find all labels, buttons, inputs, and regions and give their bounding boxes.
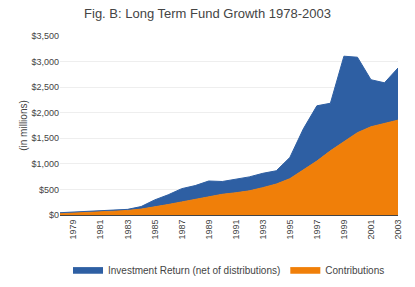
svg-text:1997: 1997 — [312, 220, 322, 240]
svg-text:1989: 1989 — [204, 220, 214, 240]
svg-text:1981: 1981 — [95, 220, 105, 240]
svg-text:1995: 1995 — [285, 220, 295, 240]
svg-text:$0: $0 — [49, 210, 59, 220]
svg-text:1993: 1993 — [258, 220, 268, 240]
svg-text:Fig. B: Long Term Fund Growth: Fig. B: Long Term Fund Growth 1978-2003 — [84, 6, 331, 21]
svg-text:Contributions: Contributions — [325, 265, 384, 276]
svg-text:1983: 1983 — [123, 220, 133, 240]
svg-text:$1,500: $1,500 — [31, 133, 59, 143]
svg-text:$3,000: $3,000 — [31, 57, 59, 67]
svg-text:2001: 2001 — [366, 220, 376, 240]
svg-text:Investment Return (net of dist: Investment Return (net of distributions) — [108, 265, 280, 276]
svg-text:1991: 1991 — [231, 220, 241, 240]
svg-text:$2,500: $2,500 — [31, 82, 59, 92]
svg-text:$1,000: $1,000 — [31, 159, 59, 169]
svg-text:1985: 1985 — [150, 220, 160, 240]
svg-text:$3,500: $3,500 — [31, 31, 59, 41]
svg-text:$500: $500 — [39, 185, 59, 195]
svg-text:(in millions): (in millions) — [18, 100, 29, 151]
svg-text:1979: 1979 — [68, 220, 78, 240]
svg-text:2003: 2003 — [393, 220, 403, 240]
svg-text:$2,000: $2,000 — [31, 108, 59, 118]
svg-text:1999: 1999 — [339, 220, 349, 240]
svg-text:1987: 1987 — [177, 220, 187, 240]
